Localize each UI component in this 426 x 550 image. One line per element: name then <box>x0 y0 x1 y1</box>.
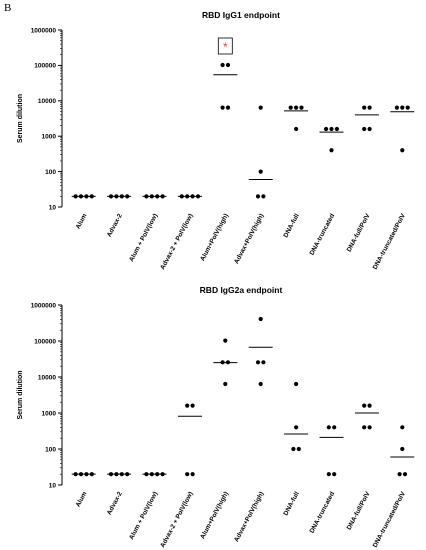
y-tick-label: 10 <box>49 482 57 489</box>
data-point <box>294 381 299 387</box>
data-point <box>294 425 299 430</box>
category-label: DNA-full/PolV <box>346 490 372 531</box>
data-point <box>220 62 225 68</box>
y-axis-label: Serum dilution <box>17 94 24 143</box>
data-point <box>332 425 337 430</box>
y-tick-label: 1000000 <box>31 27 57 34</box>
y-tick-label: 10000 <box>38 374 56 381</box>
data-point <box>258 105 263 110</box>
data-point <box>400 105 405 110</box>
data-point <box>261 360 266 365</box>
data-point <box>362 126 367 132</box>
category-label: Alum <box>75 490 89 508</box>
data-point <box>397 472 402 477</box>
data-point <box>255 360 261 365</box>
data-point <box>332 472 337 477</box>
y-tick-label: 1000 <box>42 410 57 417</box>
category-label: Advax-2 + PolV(low) <box>159 213 194 271</box>
data-point <box>225 62 231 68</box>
data-point <box>334 126 339 132</box>
data-point <box>329 126 334 132</box>
data-point <box>394 105 399 110</box>
y-tick-label: 100 <box>45 169 56 176</box>
y-tick-label: 100000 <box>34 63 56 70</box>
data-point <box>185 403 190 408</box>
category-label: DNA-truncated/PolV <box>372 212 408 271</box>
y-axis-label: Serum dilution <box>17 371 24 420</box>
category-label: Advax-2 <box>106 490 124 516</box>
category-label: Advax-2 <box>106 212 124 238</box>
data-point <box>220 105 225 110</box>
data-point <box>367 126 372 132</box>
category-label: DNA-truncated <box>309 213 337 257</box>
data-point <box>190 472 195 477</box>
category-label: Alum + PolV(low) <box>128 491 159 541</box>
data-point <box>400 446 405 452</box>
data-point <box>326 472 331 477</box>
data-point <box>296 446 301 452</box>
chart-panel-2: RBD IgG2a endpoint 10 100 1000 10000 100000 10… <box>17 285 415 549</box>
data-point <box>190 403 195 408</box>
data-point <box>326 425 331 430</box>
data-point <box>402 472 408 477</box>
data-point <box>223 381 228 387</box>
data-point <box>362 403 367 408</box>
data-point <box>367 105 372 110</box>
data-point <box>223 338 228 343</box>
data-point <box>294 105 299 110</box>
data-point <box>291 446 296 452</box>
data-point <box>405 105 410 110</box>
y-tick-label: 1000000 <box>31 302 57 309</box>
panel-letter: B <box>4 2 12 14</box>
y-tick-label: 100000 <box>34 338 56 345</box>
data-point <box>362 425 367 430</box>
category-label: Alum <box>75 212 89 230</box>
category-label: Advax+PolV(high) <box>233 213 265 266</box>
data-point <box>255 194 261 199</box>
data-point <box>367 425 372 430</box>
significance-star: * <box>223 40 228 54</box>
category-label: Alum+PolV(high) <box>199 213 230 263</box>
data-point <box>258 316 263 322</box>
chart-title: RBD IgG2a endpoint <box>200 285 283 295</box>
significance-box <box>217 37 233 55</box>
data-point <box>362 105 367 110</box>
data-point <box>324 126 329 132</box>
category-label: Advax-2 + PolV(low) <box>159 491 194 549</box>
data-point <box>185 472 190 477</box>
chart-panel-1: RBD IgG1 endpoint 10 100 1000 10000 100000 100… <box>17 10 415 271</box>
data-point <box>400 425 405 430</box>
data-point <box>400 148 405 153</box>
data-point <box>258 381 263 387</box>
data-point <box>329 148 334 153</box>
category-label: DNA-full <box>282 490 300 516</box>
category-label: DNA-truncated <box>309 491 337 535</box>
data-point <box>225 105 231 110</box>
y-tick-label: 1000 <box>42 134 57 141</box>
data-point <box>367 403 372 408</box>
category-label: DNA-full <box>282 212 300 238</box>
category-label: DNA-full/PolV <box>346 212 372 253</box>
category-label: Alum + PolV(low) <box>128 213 159 263</box>
data-point <box>258 169 263 174</box>
data-point <box>261 194 266 199</box>
category-label: Alum+PolV(high) <box>199 491 230 541</box>
y-tick-label: 10000 <box>38 98 56 105</box>
category-label: DNA-truncated/PolV <box>372 490 408 549</box>
y-tick-label: 100 <box>45 446 56 453</box>
data-point <box>299 105 304 110</box>
data-point <box>288 105 293 110</box>
y-tick-label: 10 <box>49 204 57 211</box>
chart-title: RBD IgG1 endpoint <box>202 10 280 20</box>
data-point <box>294 126 299 132</box>
category-label: Advax+PolV(high) <box>233 491 265 544</box>
